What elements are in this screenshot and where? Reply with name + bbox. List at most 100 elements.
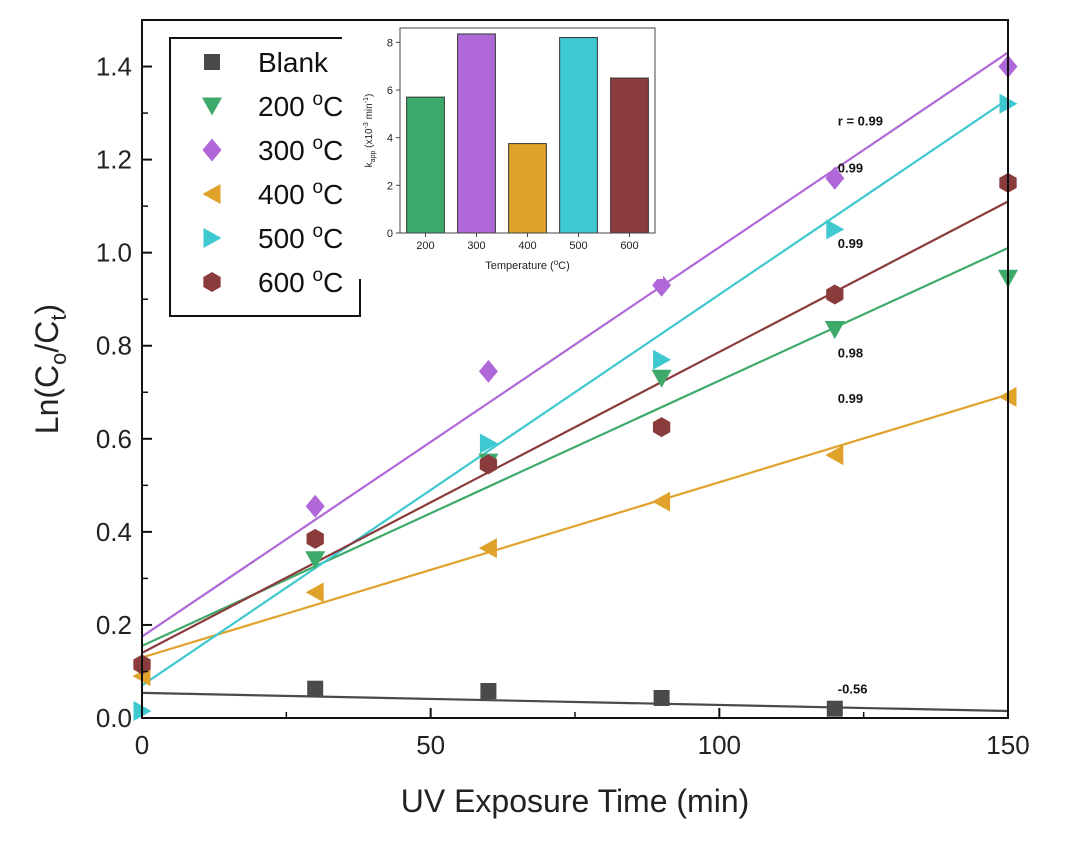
data-point	[478, 359, 498, 383]
correlation-label: 0.98	[838, 346, 863, 361]
y-tick-label: 1.0	[96, 238, 132, 268]
y-axis-title-part: /C	[29, 321, 65, 353]
y-tick-label: 0.0	[96, 703, 132, 733]
fit-line	[141, 393, 1009, 659]
data-point	[478, 538, 497, 559]
inset-x-tick-label: 200	[416, 240, 434, 252]
legend-label: 300 oC	[258, 133, 343, 166]
legend-marker	[202, 138, 222, 162]
data-point	[824, 320, 845, 339]
y-axis-title-part: )	[29, 304, 65, 315]
inset-y-tick-label: 4	[387, 133, 393, 145]
y-axis-title-part: Ln(C	[29, 365, 65, 434]
legend-marker	[203, 272, 221, 292]
y-tick-label: 0.4	[96, 517, 132, 547]
inset-x-ticks: 200 300 400 500 600	[416, 233, 639, 252]
legend-marker	[204, 54, 220, 70]
x-tick-label: 150	[986, 730, 1029, 760]
data-point	[825, 166, 845, 190]
inset-y-title-part: (x10	[364, 128, 375, 151]
legend-label-sup: o	[313, 221, 324, 242]
y-axis-title-sub: t	[46, 314, 71, 320]
data-point	[480, 683, 497, 700]
correlation-labels: -0.56 0.98 r = 0.99 0.99 0.99 0.99	[838, 113, 883, 696]
inset-x-title-part: Temperature (	[485, 260, 554, 272]
data-point	[653, 349, 672, 370]
inset-y-title-part: min	[364, 103, 375, 122]
x-tick-label: 50	[416, 730, 445, 760]
data-point	[305, 582, 324, 603]
inset-x-axis-title: Temperature (oC)	[485, 258, 570, 272]
fit-line	[141, 98, 1009, 687]
fit-line	[141, 51, 1009, 638]
inset-x-title-sup: o	[554, 258, 559, 267]
data-point	[479, 433, 498, 454]
inset-y-tick-label: 2	[387, 180, 393, 192]
y-tick-label: 0.8	[96, 331, 132, 361]
legend-label: 500 oC	[258, 221, 343, 254]
legend-label-text: C	[323, 135, 343, 166]
correlation-label: 0.99	[838, 160, 863, 175]
y-tick-label: 0.6	[96, 424, 132, 454]
fit-line	[141, 691, 1009, 713]
y-axis-title-sub: o	[46, 353, 71, 365]
inset-bar	[508, 143, 547, 234]
data-point	[826, 700, 843, 717]
inset-y-title-sub: app	[370, 151, 377, 163]
data-point	[652, 491, 671, 512]
fit-line	[141, 247, 1009, 647]
inset-y-title-part: k	[364, 161, 375, 167]
legend-label-sup: o	[313, 133, 324, 154]
y-axis-title: Ln(Co/Ct)	[29, 304, 71, 434]
data-point	[825, 445, 844, 466]
legend-label-text: 400	[258, 179, 313, 210]
legend-label-sup: o	[313, 89, 324, 110]
legend-label: 200 oC	[258, 89, 343, 122]
legend-label-text: C	[323, 91, 343, 122]
legend-label-text: C	[323, 223, 343, 254]
legend-marker	[202, 97, 222, 116]
inset-x-title-part: C)	[558, 260, 570, 272]
legend-label-text: 300	[258, 135, 313, 166]
main-plot: -0.560.98r = 0.990.990.990.99 0 50 100 150 …	[29, 19, 1030, 819]
data-point	[651, 369, 672, 388]
inset-x-tick-label: 600	[620, 240, 638, 252]
legend-label-sup: o	[313, 265, 324, 286]
legend-marker	[202, 184, 221, 204]
inset-y-title-part: )	[364, 94, 375, 97]
y-axis-ticks: 0.0 0.2 0.4 0.6 0.8 1.0 1.2 1.4	[96, 19, 152, 733]
legend-label: 400 oC	[258, 177, 343, 210]
correlation-label: -0.56	[838, 681, 868, 696]
inset-y-tick-label: 0	[387, 228, 393, 240]
data-point	[307, 680, 324, 697]
data-point	[653, 689, 670, 706]
fit-lines	[141, 51, 1009, 713]
inset-x-tick-label: 300	[467, 240, 485, 252]
legend-label-text: C	[323, 267, 343, 298]
data-point	[652, 273, 672, 297]
data-point	[305, 494, 325, 518]
inset-bar	[457, 33, 496, 234]
fit-line	[141, 200, 1009, 654]
data-point	[826, 219, 845, 240]
legend-label-text: 600	[258, 267, 313, 298]
data-point	[306, 528, 324, 549]
correlation-label: r = 0.99	[838, 113, 883, 128]
data-point	[652, 417, 671, 438]
legend-label-text: 500	[258, 223, 313, 254]
legend-label-sup: o	[313, 177, 324, 198]
inset-bar	[406, 96, 445, 234]
data-point	[826, 284, 844, 305]
y-tick-label: 1.4	[96, 52, 132, 82]
inset-y-title-sup: -3	[363, 122, 370, 128]
data-point	[305, 551, 326, 570]
inset-y-tick-label: 8	[387, 37, 393, 49]
legend-label-text: Blank	[258, 47, 329, 78]
legend-label-text: 200	[258, 91, 313, 122]
legend-label: Blank	[258, 47, 329, 78]
y-tick-label: 1.2	[96, 145, 132, 175]
legend-label-text: C	[323, 179, 343, 210]
legend-label: 600 oC	[258, 265, 343, 298]
